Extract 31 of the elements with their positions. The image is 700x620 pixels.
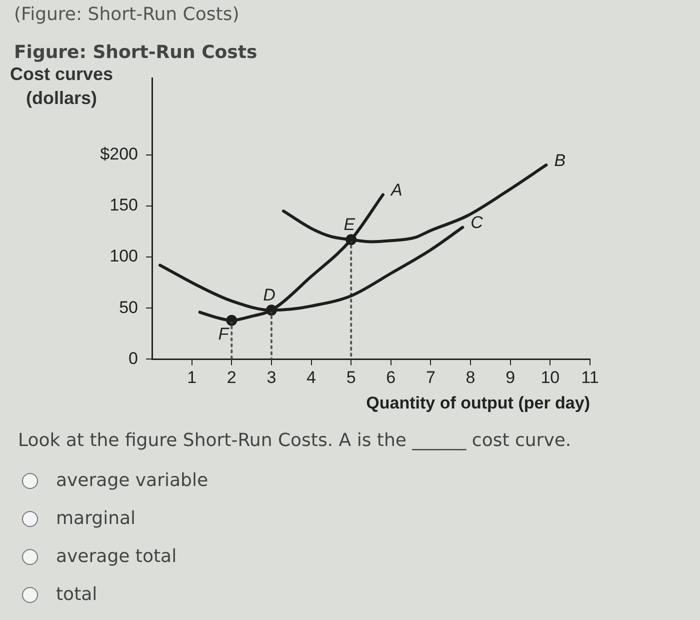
y-axis-title: Cost curves (dollars)	[10, 63, 114, 110]
x-tick-label: 8	[466, 368, 476, 388]
series-label: C	[470, 213, 484, 232]
y-tick-label: 100	[110, 246, 138, 266]
text: total	[56, 584, 98, 605]
y-tick-label: 0	[128, 348, 138, 368]
x-tick-label: 10	[540, 368, 560, 388]
x-tick-label: 11	[581, 368, 599, 388]
x-axis-title: Quantity of output (per day)	[366, 393, 590, 412]
y-tick-label: $200	[100, 144, 138, 164]
x-tick-label: 1	[187, 368, 197, 388]
x-tick-label: 3	[266, 368, 276, 388]
text: Look at the figure Short-Run Costs. A is the ______ cost curve.	[18, 430, 572, 451]
y-tick-label: 150	[110, 196, 138, 215]
text: marginal	[56, 508, 136, 529]
text: average total	[56, 546, 177, 567]
series-label: A	[390, 180, 402, 200]
text: average variable	[56, 470, 208, 491]
x-tick-label: 7	[426, 368, 436, 388]
x-tick-label: 2	[226, 368, 236, 388]
annotation: F	[218, 324, 230, 344]
chart-subtitle: Figure: Short-Run Costs	[14, 42, 258, 63]
x-tick-label: 9	[506, 368, 516, 388]
x-tick-label: 5	[346, 368, 356, 388]
y-tick-label: 50	[119, 298, 138, 317]
x-tick-label: 4	[306, 368, 316, 388]
annotation: E	[344, 214, 356, 234]
annotation: D	[263, 285, 276, 304]
x-tick-label: 6	[386, 368, 396, 388]
chart-title: (Figure: Short-Run Costs)	[14, 4, 240, 25]
series-label: B	[554, 150, 566, 170]
